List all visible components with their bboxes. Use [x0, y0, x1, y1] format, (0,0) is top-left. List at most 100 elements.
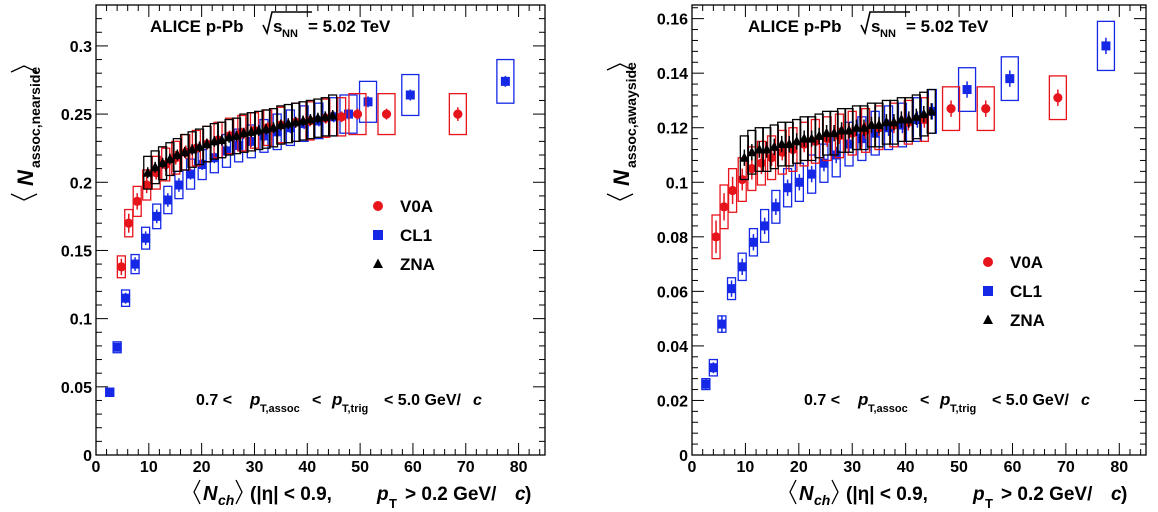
data-point — [903, 114, 914, 124]
data-point — [186, 169, 196, 179]
energy-symbol: s — [273, 17, 282, 36]
sys-box — [1048, 75, 1068, 121]
data-point — [275, 119, 286, 129]
data-point — [132, 196, 142, 206]
y-tick-label: 0.12 — [657, 121, 688, 138]
y-tick-label: 0.15 — [61, 243, 92, 260]
x-tick-label: 70 — [457, 459, 475, 476]
data-point — [799, 133, 810, 143]
sys-box — [1096, 20, 1116, 72]
xlabel-cut: > 0.2 GeV/ — [1001, 484, 1093, 505]
ylabel-sub: assoc,awayside — [623, 62, 639, 168]
data-point — [112, 342, 122, 352]
energy-subscript: NN — [880, 28, 896, 40]
x-tick-label: 50 — [351, 459, 369, 476]
data-point — [246, 136, 256, 146]
data-point — [201, 138, 212, 149]
legend-label-zna: ZNA — [400, 255, 435, 274]
chart-title: ALICE p-Pb s NN = 5.02 TeV — [150, 11, 391, 40]
y-tick-label: 0.14 — [657, 66, 688, 83]
legend-label-cl1: CL1 — [1010, 282, 1042, 301]
sqrt-sign — [262, 11, 312, 36]
xlabel-close: ) — [1121, 484, 1127, 505]
series-zna — [739, 88, 937, 181]
data-point — [172, 149, 183, 159]
x-tick-label: 10 — [737, 459, 755, 476]
y-tick-label: 0.1 — [70, 312, 92, 329]
xlabel-c: c — [515, 484, 526, 505]
y-tick-label: 0.1 — [666, 175, 688, 192]
data-point — [327, 109, 338, 120]
ylabel-n: N — [13, 169, 38, 186]
x-tick-label: 20 — [193, 459, 211, 476]
data-point — [174, 180, 184, 190]
data-point — [246, 126, 257, 136]
data-point — [814, 130, 825, 140]
data-point — [784, 138, 795, 149]
cut-mid: < — [312, 392, 321, 409]
angle-close — [235, 479, 243, 505]
energy-symbol: s — [871, 17, 880, 36]
y-tick-label: 0.06 — [657, 284, 688, 301]
data-point — [807, 169, 817, 179]
data-point — [962, 85, 972, 95]
xlabel-pt: p — [376, 484, 389, 505]
data-point — [405, 90, 415, 100]
title-text: ALICE p-Pb — [748, 17, 842, 36]
sys-box — [448, 92, 467, 136]
data-point — [783, 183, 793, 193]
y-angle-close — [10, 65, 38, 73]
data-point — [701, 379, 711, 389]
xlabel-pt: p — [972, 484, 985, 505]
y-tick-label: 0 — [83, 448, 92, 465]
cut-c: c — [473, 392, 482, 409]
plot-frame — [95, 4, 546, 456]
y-angle-open — [606, 193, 634, 201]
data-point — [105, 387, 115, 397]
data-point — [164, 153, 175, 164]
data-point — [363, 97, 373, 107]
data-point — [819, 158, 829, 168]
data-point — [981, 104, 991, 114]
y-angle-open — [10, 193, 38, 201]
cut-p2: p — [939, 390, 950, 409]
data-point — [150, 161, 161, 172]
data-point — [141, 233, 151, 243]
x-tick-label: 30 — [843, 459, 861, 476]
data-point — [130, 259, 140, 269]
data-point — [821, 127, 832, 138]
data-point — [719, 202, 729, 212]
data-point — [187, 144, 198, 154]
sys-box — [941, 86, 961, 132]
data-point — [717, 319, 727, 329]
cut-p1: p — [249, 390, 260, 409]
xlabel-eta: (|η| < 0.9, — [846, 484, 928, 505]
data-point — [285, 123, 295, 133]
xlabel-c: c — [1111, 484, 1122, 505]
data-point — [238, 127, 249, 138]
series-cl1 — [701, 20, 1116, 391]
data-point — [234, 140, 244, 150]
plot-frame — [691, 4, 1147, 456]
legend-marker-zna — [983, 314, 993, 324]
pt-cut-annotation: 0.7 < p T,assoc < p T,trig < 5.0 GeV/c — [196, 390, 482, 415]
y-angle-close — [606, 63, 634, 71]
data-point — [873, 119, 884, 129]
sys-box — [926, 88, 936, 134]
x-tick-label: 40 — [298, 459, 316, 476]
y-tick-label: 0.2 — [70, 175, 92, 192]
sqrt-sign — [860, 11, 910, 36]
data-point — [124, 218, 134, 228]
legend-marker-zna — [373, 258, 383, 268]
sys-box — [401, 73, 420, 117]
data-point — [776, 138, 787, 149]
data-point — [209, 135, 220, 146]
legend: V0A CL1 ZNA — [983, 253, 1045, 330]
cut-sub1: T,assoc — [868, 403, 908, 415]
legend: V0A CL1 ZNA — [373, 197, 435, 274]
pt-cut-annotation: 0.7 < p T,assoc < p T,trig < 5.0 GeV/c — [804, 390, 1090, 415]
xlabel-close: ) — [525, 484, 531, 505]
